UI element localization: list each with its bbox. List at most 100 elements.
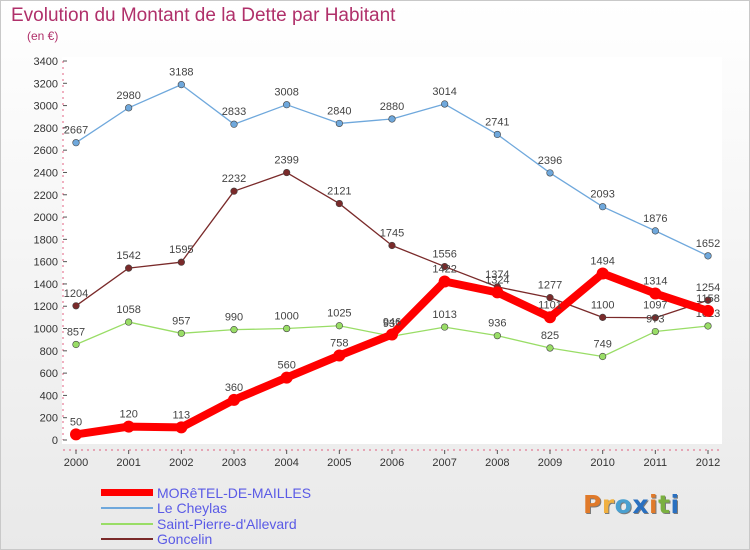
data-label: 1277 bbox=[538, 280, 562, 292]
x-tick-label: 2006 bbox=[380, 457, 404, 469]
data-label: 1097 bbox=[643, 300, 667, 312]
data-label: 973 bbox=[646, 314, 664, 326]
data-label: 2667 bbox=[64, 125, 88, 137]
data-point bbox=[177, 329, 185, 337]
data-point bbox=[388, 115, 396, 123]
data-label: 1324 bbox=[485, 274, 509, 286]
data-label: 2121 bbox=[327, 186, 351, 198]
x-tick-label: 2008 bbox=[485, 457, 509, 469]
data-point bbox=[544, 311, 556, 324]
x-tick-label: 2003 bbox=[222, 457, 246, 469]
legend-item: MORêTEL-DE-MAILLES bbox=[101, 485, 311, 501]
data-label: 857 bbox=[67, 326, 85, 338]
data-label: 2880 bbox=[380, 101, 404, 113]
data-point bbox=[491, 286, 504, 299]
x-tick-label: 2004 bbox=[274, 457, 298, 469]
data-point bbox=[438, 275, 451, 288]
data-point bbox=[122, 420, 135, 433]
data-label: 1101 bbox=[538, 299, 562, 311]
data-point bbox=[228, 393, 240, 406]
data-point bbox=[72, 302, 80, 310]
data-label: 990 bbox=[225, 312, 243, 324]
x-tick-label: 2009 bbox=[538, 457, 562, 469]
data-point bbox=[651, 314, 659, 322]
data-label: 1058 bbox=[116, 304, 140, 316]
y-tick-label: 3200 bbox=[34, 78, 58, 90]
data-point bbox=[702, 304, 714, 317]
data-point bbox=[177, 258, 185, 266]
data-label: 2232 bbox=[222, 173, 246, 185]
data-point bbox=[333, 349, 346, 362]
data-label: 1158 bbox=[696, 293, 720, 305]
y-tick-label: 2200 bbox=[34, 190, 58, 202]
data-point bbox=[230, 120, 238, 128]
data-point bbox=[599, 313, 607, 321]
x-tick-label: 2002 bbox=[169, 457, 193, 469]
data-label: 50 bbox=[70, 416, 82, 428]
legend-item: Goncelin bbox=[101, 531, 311, 547]
data-label: 120 bbox=[119, 409, 137, 421]
data-label: 1314 bbox=[643, 276, 667, 288]
x-tick-label: 2011 bbox=[644, 457, 668, 469]
y-tick-label: 3400 bbox=[34, 56, 58, 68]
data-point bbox=[388, 241, 396, 250]
data-point bbox=[441, 100, 449, 108]
y-tick-label: 2600 bbox=[34, 145, 58, 157]
chart-legend: MORêTEL-DE-MAILLES Le Cheylas Saint-Pierre… bbox=[101, 485, 311, 547]
data-point bbox=[704, 252, 712, 260]
data-point bbox=[125, 264, 133, 272]
data-label: 2980 bbox=[116, 90, 140, 102]
data-label: 3008 bbox=[274, 87, 298, 99]
legend-label: Saint-Pierre-d'Allevard bbox=[157, 515, 297, 532]
data-label: 1374 bbox=[485, 269, 509, 281]
data-label: 1025 bbox=[327, 308, 351, 320]
data-label: 3014 bbox=[432, 86, 456, 98]
legend-swatch bbox=[101, 538, 153, 541]
legend-item: Saint-Pierre-d'Allevard bbox=[101, 516, 311, 532]
y-tick-label: 2000 bbox=[34, 212, 58, 224]
data-point bbox=[70, 428, 82, 441]
y-tick-label: 800 bbox=[40, 346, 58, 358]
data-point bbox=[441, 262, 449, 271]
legend-swatch bbox=[101, 489, 153, 497]
x-tick-label: 2001 bbox=[116, 457, 140, 469]
x-tick-label: 2005 bbox=[327, 457, 351, 469]
data-point bbox=[177, 81, 185, 89]
data-label: 957 bbox=[172, 315, 190, 327]
data-point bbox=[335, 199, 343, 208]
data-label: 360 bbox=[225, 382, 243, 394]
y-tick-label: 400 bbox=[40, 390, 58, 402]
data-label: 560 bbox=[277, 360, 295, 372]
data-point bbox=[441, 323, 449, 331]
data-label: 1000 bbox=[274, 311, 298, 323]
data-point bbox=[599, 203, 607, 211]
data-point bbox=[493, 130, 501, 139]
y-tick-label: 2400 bbox=[34, 167, 58, 179]
data-label: 3188 bbox=[169, 67, 193, 79]
data-label: 825 bbox=[541, 330, 559, 342]
data-point bbox=[230, 326, 238, 334]
data-label: 1652 bbox=[696, 238, 720, 250]
y-tick-label: 1800 bbox=[34, 234, 58, 246]
x-tick-label: 2012 bbox=[696, 457, 720, 469]
data-point bbox=[283, 168, 291, 177]
y-tick-label: 1400 bbox=[34, 279, 58, 291]
data-point bbox=[599, 352, 607, 361]
data-label: 1745 bbox=[380, 227, 404, 239]
y-tick-label: 1200 bbox=[34, 301, 58, 313]
data-point bbox=[546, 169, 554, 177]
data-point bbox=[280, 371, 293, 384]
chart-title: Evolution du Montant de la Dette par Hab… bbox=[11, 5, 396, 26]
data-label: 2093 bbox=[590, 189, 614, 201]
data-label: 2396 bbox=[538, 155, 562, 167]
data-point bbox=[125, 318, 133, 326]
data-point bbox=[386, 328, 398, 341]
x-tick-label: 2010 bbox=[590, 457, 614, 469]
data-label: 1204 bbox=[64, 288, 88, 300]
proxiti-logo: Proxiti bbox=[583, 490, 680, 519]
data-point bbox=[651, 227, 659, 235]
data-point bbox=[596, 267, 609, 280]
data-point bbox=[651, 327, 659, 336]
